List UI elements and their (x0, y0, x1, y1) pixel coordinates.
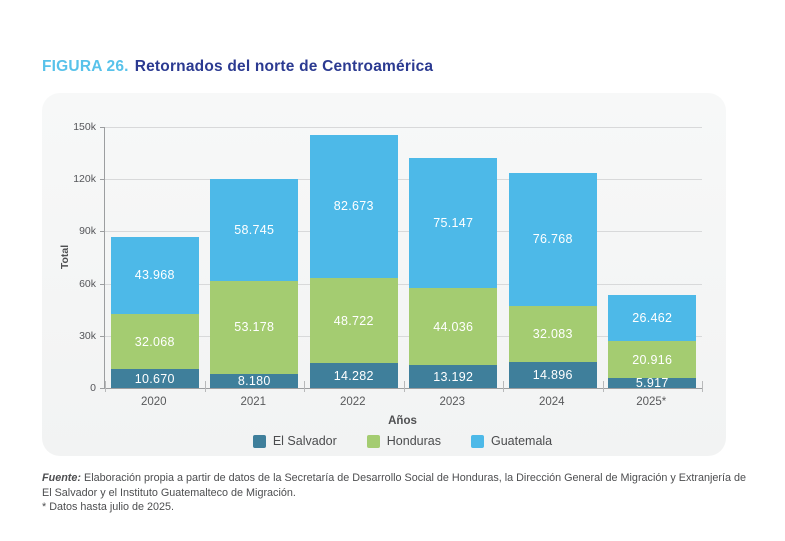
gridline (105, 283, 702, 285)
gridline (105, 127, 702, 128)
bar-segment-el-salvador: 5.917 (608, 375, 697, 390)
x-tick-label: 2021 (240, 396, 267, 408)
bar-segment-el-salvador: 14.282 (309, 363, 398, 388)
x-tick-label: 2020 (140, 396, 167, 408)
source-paragraph: Fuente: Elaboración propia a partir de d… (42, 471, 746, 500)
bar-value-label: 8.180 (237, 373, 271, 388)
legend-swatch (470, 434, 484, 448)
y-tick-label: 30k (79, 329, 96, 342)
bar-value-label: 32.068 (134, 334, 175, 349)
y-tick-label: 0 (90, 382, 96, 394)
x-tick-mark (602, 381, 604, 392)
y-tick-label: 90k (79, 225, 96, 238)
bar-segment-el-salvador: 13.192 (409, 365, 498, 388)
bar-value-label: 53.178 (234, 320, 275, 335)
bar-value-label: 44.036 (433, 319, 474, 334)
bar-value-label: 5.917 (635, 375, 669, 390)
bar-value-label: 10.670 (134, 371, 175, 386)
bar-2020: 43.968 32.068 10.670 (110, 237, 199, 388)
legend-swatch (252, 434, 266, 448)
bar-value-label: 58.745 (234, 223, 275, 238)
x-tick-mark (105, 381, 106, 392)
x-tick-label: 2022 (339, 396, 366, 408)
bar-2023: 75.147 44.036 13.192 (409, 157, 498, 388)
chart-panel: Total 43.968 32.068 10.670 58.745 53.178 8.18… (42, 93, 726, 456)
bar-segment-guatemala: 76.768 (508, 172, 597, 307)
gridline (105, 231, 702, 233)
y-tick-label: 60k (79, 277, 96, 290)
legend-item-honduras: Honduras (366, 434, 441, 448)
legend-item-el-salvador: El Salvador (252, 434, 337, 448)
legend-item-guatemala: Guatemala (470, 434, 553, 448)
figure-number-label: FIGURA 26. (42, 58, 129, 75)
y-tick-mark (100, 179, 105, 181)
bar-segment-guatemala: 75.147 (409, 157, 498, 289)
x-tick-mark (403, 381, 405, 392)
x-tick-label: 2024 (538, 396, 565, 408)
source-label: Fuente: (42, 472, 81, 484)
legend-label: El Salvador (272, 434, 337, 448)
x-tick-mark (204, 381, 206, 392)
bar-segment-honduras: 53.178 (210, 281, 299, 374)
figure-title: FIGURA 26. Retornados del norte de Centro… (42, 58, 433, 76)
bar-value-label: 32.083 (532, 327, 573, 342)
plot-area: 43.968 32.068 10.670 58.745 53.178 8.180 82.67… (100, 127, 703, 392)
y-axis-title: Total (59, 244, 71, 270)
bar-value-label: 43.968 (134, 268, 175, 283)
gridline (105, 335, 702, 337)
bar-segment-el-salvador: 8.180 (210, 373, 299, 388)
y-tick-label: 120k (73, 173, 96, 186)
bar-2021: 58.745 53.178 8.180 (210, 179, 299, 388)
bar-segment-honduras: 48.722 (309, 278, 398, 364)
bar-segment-el-salvador: 14.896 (508, 362, 597, 388)
x-tick-mark (503, 381, 504, 392)
bar-segment-guatemala: 43.968 (110, 237, 199, 314)
x-tick-mark (304, 381, 305, 392)
figure-caption: Retornados del norte de Centroamérica (134, 58, 434, 75)
bar-value-label: 82.673 (333, 199, 374, 214)
x-axis-tick-labels: 2020 2021 2022 2023 2024 2025* (42, 396, 726, 410)
bar-segment-honduras: 44.036 (409, 288, 498, 366)
source-note: Fuente: Elaboración propia a partir de d… (42, 471, 746, 515)
bar-value-label: 13.192 (433, 369, 474, 384)
x-tick-label: 2023 (439, 396, 466, 408)
bar-segment-guatemala: 58.745 (210, 179, 299, 282)
bar-segment-guatemala: 82.673 (309, 134, 398, 279)
bar-segment-guatemala: 26.462 (608, 295, 697, 342)
x-axis-title: Años (388, 415, 417, 427)
y-tick-mark (100, 231, 105, 233)
bar-value-label: 48.722 (333, 313, 374, 328)
bar-value-label: 14.896 (532, 368, 573, 383)
legend-label: Guatemala (490, 434, 553, 448)
bar-2024: 76.768 32.083 14.896 (508, 172, 597, 388)
legend-label: Honduras (386, 434, 441, 448)
gridline (105, 179, 702, 181)
bar-segment-honduras: 32.083 (508, 306, 597, 363)
footnote: * Datos hasta julio de 2025. (42, 501, 175, 513)
y-tick-mark (100, 335, 105, 337)
x-tick-label: 2025* (636, 396, 667, 408)
bar-value-label: 14.282 (333, 368, 374, 383)
bar-segment-honduras: 32.068 (110, 313, 199, 370)
y-tick-mark (100, 388, 105, 389)
bar-segment-honduras: 20.916 (608, 341, 697, 378)
y-tick-mark (100, 127, 105, 128)
y-tick-label: 150k (73, 121, 96, 133)
bar-2022: 82.673 48.722 14.282 (309, 134, 398, 388)
bar-value-label: 76.768 (532, 232, 573, 247)
bar-value-label: 75.147 (433, 216, 474, 231)
x-tick-mark (702, 381, 703, 392)
y-tick-mark (100, 283, 105, 285)
bar-value-label: 26.462 (632, 311, 673, 326)
bar-value-label: 20.916 (632, 352, 673, 367)
legend-swatch (366, 434, 380, 448)
bar-2025: 26.462 20.916 5.917 (608, 295, 697, 390)
legend: El Salvador Honduras Guatemala (104, 434, 701, 448)
source-text: Elaboración propia a partir de datos de … (42, 472, 746, 499)
bar-segment-el-salvador: 10.670 (110, 369, 199, 388)
